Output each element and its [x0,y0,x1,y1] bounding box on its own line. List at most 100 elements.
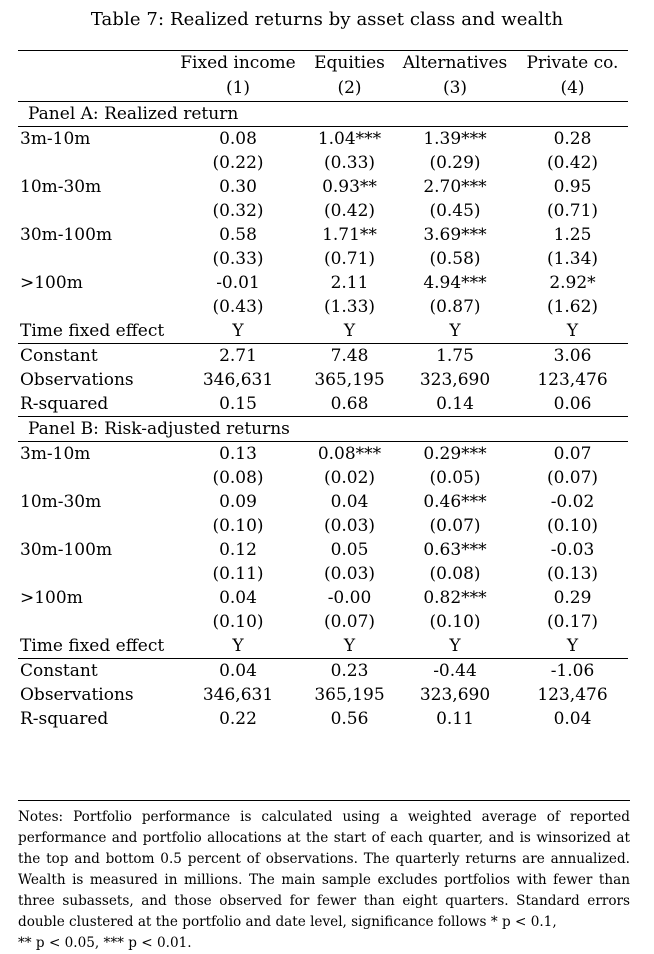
se-cell: (1.62) [546,297,599,317]
notes-body: Notes: Portfolio performance is calculat… [18,809,630,930]
stat-cell: 0.04 [553,709,592,729]
coef-cell: 0.04 [330,492,369,512]
se-cell: (0.45) [429,201,481,221]
se-cell: (0.33) [212,249,264,269]
se-cell: (0.42) [323,201,376,221]
column-number: (1) [225,78,251,98]
row-label: 3m-10m [18,441,170,466]
panel-title-row: Panel B: Risk-adjusted returns [18,416,628,442]
stat-cell: 0.56 [330,709,369,729]
fixed-effect-cell: Y [232,321,244,341]
column-header: Private co. [517,50,628,76]
row-label: >100m [20,588,83,608]
coef-cell: 2.11 [330,273,369,293]
fixed-effect-cell: Y [449,321,461,341]
row-label: Time fixed effect [20,321,165,341]
coef-cell: 4.94*** [423,273,487,293]
row-label-empty [18,514,170,538]
coef-cell: 0.63*** [423,540,487,560]
coef-cell: 0.08*** [306,441,393,466]
row-label: 30m-100m [20,225,113,245]
stat-cell: 346,631 [202,685,274,705]
coef-cell: 1.71** [322,225,377,245]
coef-cell: 0.93** [322,177,377,197]
se-cell: (0.33) [323,153,376,173]
stat-row: Observations 346,631 365,195 323,690 123,476 [18,683,628,707]
coef-cell: 3.69*** [423,225,487,245]
se-row: (0.10) (0.03) (0.07) (0.10) [18,514,628,538]
row-label: R-squared [20,709,109,729]
stat-cell: 0.14 [436,394,474,414]
coef-row: 10m-30m 0.09 0.04 0.46*** -0.02 [18,490,628,514]
coef-row: 30m-100m 0.12 0.05 0.63*** -0.03 [18,538,628,562]
se-cell: (0.03) [323,564,376,584]
se-cell: (1.34) [546,249,599,269]
coef-row: 30m-100m 0.58 1.71** 3.69*** 1.25 [18,223,628,247]
row-label: Observations [20,685,134,705]
coef-cell: 0.82*** [423,588,487,608]
se-cell: (1.33) [323,297,376,317]
column-number: (2) [337,78,362,98]
row-label-empty [18,610,170,634]
se-cell: (0.10) [429,612,481,632]
se-cell: (0.03) [323,516,376,536]
stat-cell: 123,476 [537,685,608,705]
se-cell: (0.05) [429,468,481,488]
coef-cell: 0.13 [170,441,306,466]
row-label-empty [18,199,170,223]
coef-cell: 0.09 [219,492,257,512]
se-cell: (0.58) [429,249,481,269]
coef-cell: 0.29 [553,588,592,608]
coef-cell: 0.08 [170,126,306,151]
fixed-effect-row: Time fixed effect Y Y Y Y [18,634,628,659]
results-table: Fixed income Equities Alternatives Priva… [18,50,628,731]
row-label-empty [18,562,170,586]
row-label-empty [18,151,170,175]
stat-cell: 0.22 [219,709,257,729]
stat-row: Constant 2.71 7.48 1.75 3.06 [18,343,628,368]
stat-row: Constant 0.04 0.23 -0.44 -1.06 [18,658,628,683]
row-label: R-squared [20,394,109,414]
stat-cell: 3.06 [517,343,628,368]
se-cell: (0.07) [546,468,599,488]
se-cell: (0.11) [212,564,264,584]
coef-cell: 1.39*** [393,126,517,151]
header-corner [18,76,170,102]
row-label: 30m-100m [20,540,113,560]
fixed-effect-row: Time fixed effect Y Y Y Y [18,319,628,344]
stat-cell: 2.71 [170,343,306,368]
coef-cell: 1.04*** [306,126,393,151]
se-row: (0.11) (0.03) (0.08) (0.13) [18,562,628,586]
se-row: (0.33) (0.71) (0.58) (1.34) [18,247,628,271]
coef-cell: 0.28 [517,126,628,151]
fixed-effect-cell: Y [343,636,356,656]
coef-cell: 0.07 [517,441,628,466]
stat-cell: 365,195 [314,685,385,705]
coef-cell: 2.92* [549,273,596,293]
column-number: (3) [442,78,468,98]
stat-cell: 0.11 [436,709,474,729]
notes-last-line: ** p < 0.05, *** p < 0.01. [18,935,192,951]
coef-cell: 2.70*** [423,177,487,197]
row-label: Observations [20,370,134,390]
panel-title: Panel B: Risk-adjusted returns [18,416,628,442]
row-label: >100m [20,273,83,293]
se-cell: (0.10) [212,612,264,632]
stat-row: Observations 346,631 365,195 323,690 123,476 [18,368,628,392]
header-row-names: Fixed income Equities Alternatives Priva… [18,50,628,76]
coef-row: 3m-10m 0.13 0.08*** 0.29*** 0.07 [18,441,628,466]
stat-cell: 323,690 [419,685,491,705]
se-cell: (0.08) [429,564,481,584]
column-header: Fixed income [170,50,306,76]
column-header: Alternatives [393,50,517,76]
se-row: (0.22) (0.33) (0.29) (0.42) [18,151,628,175]
stat-cell: 323,690 [419,370,491,390]
coef-cell: -0.01 [216,273,260,293]
header-row-numbers: (1) (2) (3) (4) [18,76,628,102]
coef-cell: -0.03 [550,540,595,560]
coef-cell: 0.05 [330,540,369,560]
stat-cell: 0.04 [170,658,306,683]
stat-cell: 0.06 [553,394,592,414]
se-cell: (0.07) [429,516,481,536]
